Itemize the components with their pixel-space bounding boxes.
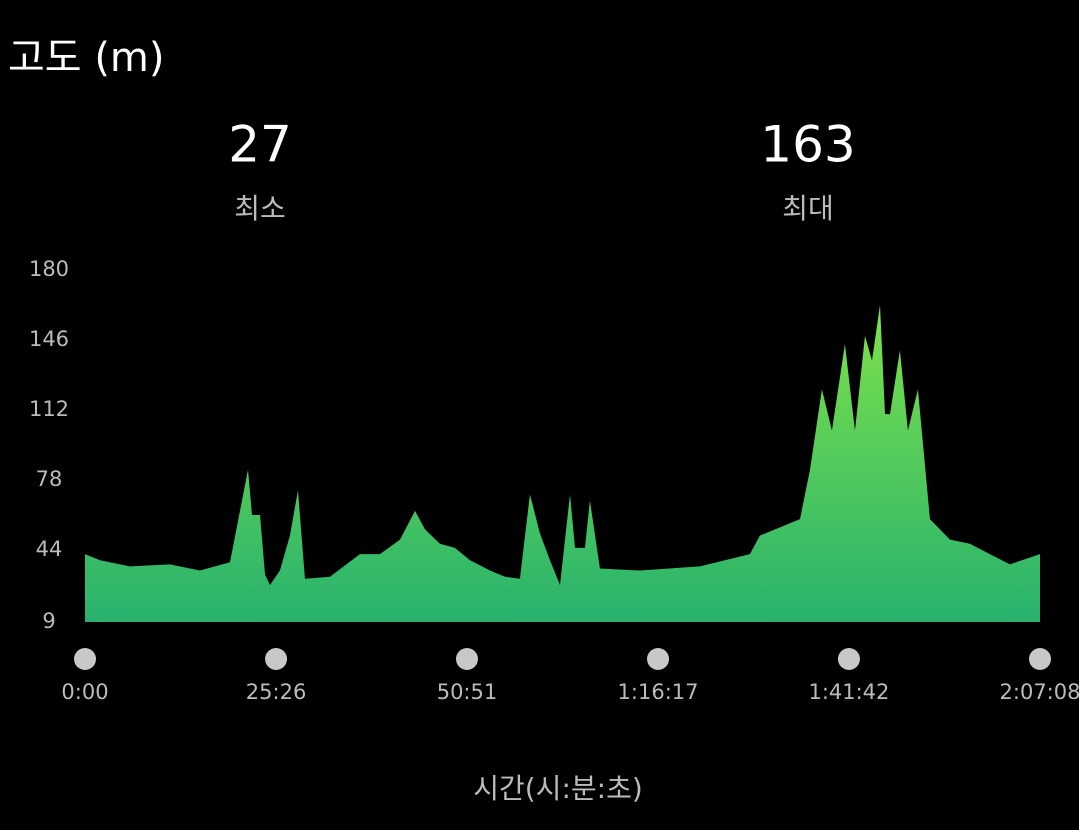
stat-value: 27 xyxy=(228,116,292,174)
elevation-area xyxy=(85,304,1040,622)
x-tick-label: 50:51 xyxy=(437,680,498,704)
y-tick-label: 44 xyxy=(36,537,63,561)
x-tick-dot xyxy=(647,648,670,670)
x-tick-label: 25:26 xyxy=(246,680,307,704)
stat-label: 최대 xyxy=(782,192,834,225)
x-tick-dot xyxy=(265,648,288,670)
y-tick-label: 9 xyxy=(42,609,55,633)
x-tick-label: 1:41:42 xyxy=(808,680,889,704)
x-tick-label: 1:16:17 xyxy=(618,680,699,704)
stat-label: 최소 xyxy=(234,192,286,225)
x-tick-dot xyxy=(74,648,96,670)
y-tick-label: 180 xyxy=(29,257,69,281)
y-tick-label: 112 xyxy=(29,397,69,421)
y-tick-label: 146 xyxy=(29,327,69,351)
stat-value: 163 xyxy=(760,116,855,174)
y-tick-label: 78 xyxy=(36,467,63,491)
x-axis-title: 시간(시:분:초) xyxy=(473,772,643,805)
x-tick-label: 2:07:08 xyxy=(1000,680,1079,704)
x-tick-label: 0:00 xyxy=(61,680,108,704)
x-tick-dot xyxy=(837,648,860,670)
chart-title: 고도 (m) xyxy=(8,35,165,81)
x-tick-dot xyxy=(455,648,478,670)
x-tick-dot xyxy=(1029,648,1051,670)
